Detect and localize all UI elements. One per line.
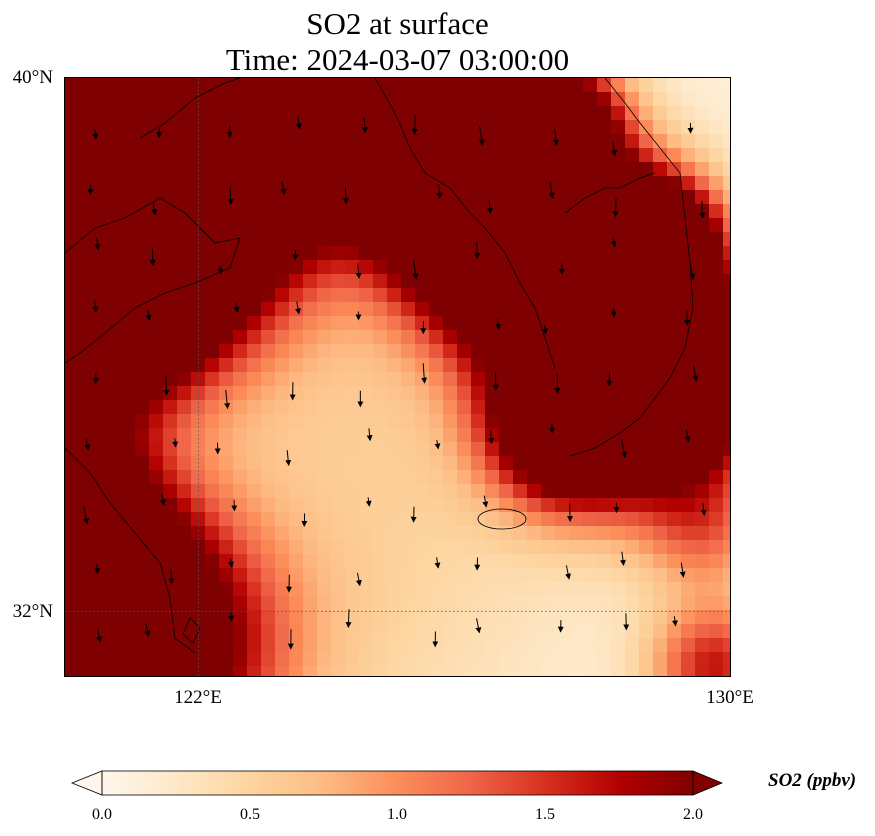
wind-arrow — [700, 503, 707, 516]
wind-arrow — [285, 450, 292, 467]
wind-arrow — [163, 375, 170, 396]
colorbar-tick-3: 1.5 — [535, 806, 555, 823]
coastline-3 — [564, 172, 656, 214]
wind-arrow — [366, 428, 373, 442]
wind-arrow — [168, 569, 175, 585]
wind-arrow — [671, 616, 678, 627]
wind-arrow — [610, 238, 617, 248]
colorbar-extend-min — [70, 770, 103, 796]
wind-arrow — [434, 557, 441, 569]
wind-arrow — [542, 325, 548, 335]
wind-arrow — [96, 628, 103, 643]
coastline-6 — [182, 617, 201, 644]
so2-field — [65, 78, 730, 676]
wind-arrow — [434, 439, 441, 450]
wind-arrow — [217, 265, 224, 275]
wind-arrow — [295, 301, 301, 315]
wind-arrow — [355, 572, 362, 587]
wind-arrow — [92, 300, 99, 313]
colorbar-tick-1: 0.5 — [240, 806, 260, 823]
wind-arrow — [227, 187, 234, 206]
wind-arrow — [160, 493, 167, 506]
colorbar-tick-0: 0.0 — [92, 806, 112, 823]
wind-arrow — [475, 618, 482, 634]
wind-arrow — [699, 200, 706, 219]
wind-arrow — [692, 365, 699, 382]
wind-arrow — [566, 503, 573, 523]
wind-arrow — [436, 184, 443, 199]
wind-vectors — [83, 114, 707, 650]
wind-arrow — [361, 117, 368, 134]
wind-arrow — [172, 438, 179, 448]
colorbar — [70, 770, 724, 796]
wind-arrow — [553, 129, 559, 146]
wind-arrow — [486, 200, 493, 215]
wind-arrow — [83, 506, 90, 525]
colorbar-tick-4: 2.0 — [683, 806, 703, 823]
so2-map-canvas — [65, 78, 730, 676]
wind-arrow — [421, 363, 428, 384]
wind-arrow — [345, 609, 352, 629]
wind-arrow — [482, 495, 489, 508]
wind-arrow — [92, 129, 99, 140]
lat-tick-32: 32°N — [12, 601, 53, 622]
coastline-1 — [139, 78, 241, 139]
wind-arrow — [619, 551, 626, 566]
jeju-island-outline — [477, 508, 527, 530]
wind-arrow — [295, 115, 302, 130]
coastline-2 — [374, 78, 556, 369]
wind-arrow — [365, 497, 372, 507]
wind-arrow — [606, 372, 613, 387]
lat-tick-40: 40°N — [12, 67, 53, 88]
wind-arrow — [151, 201, 158, 216]
map-title: SO2 at surface — [306, 6, 489, 41]
wind-arrow — [280, 181, 287, 196]
wind-arrow — [355, 263, 362, 279]
wind-arrow — [227, 558, 234, 568]
colorbar-gradient — [102, 771, 693, 795]
colorbar-label: SO2 (ppbv) — [768, 770, 857, 791]
map-subtitle-time: Time: 2024-03-07 03:00:00 — [225, 42, 570, 77]
coastline-0 — [65, 197, 241, 364]
wind-arrow — [84, 438, 91, 451]
colorbar-tick-2: 1.0 — [387, 806, 407, 823]
wind-arrow — [231, 499, 238, 512]
wind-arrow — [689, 261, 696, 280]
wind-arrow — [612, 197, 619, 218]
wind-arrow — [620, 439, 627, 459]
wind-arrow — [145, 309, 152, 322]
wind-arrow — [565, 565, 572, 580]
coastline-4 — [569, 78, 694, 457]
wind-arrow — [495, 318, 502, 331]
wind-arrow — [233, 302, 240, 314]
wind-arrow — [474, 241, 481, 260]
wind-arrow — [228, 611, 235, 622]
wind-arrow — [94, 237, 101, 251]
coastline-5 — [65, 447, 196, 654]
wind-arrow — [94, 563, 101, 575]
colorbar-outline — [101, 770, 694, 796]
wind-arrow — [548, 182, 555, 199]
lon-tick-122: 122°E — [174, 687, 222, 708]
lon-tick-130: 130°E — [706, 687, 754, 708]
wind-arrow — [679, 562, 686, 578]
wind-arrow — [478, 126, 485, 146]
wind-arrow — [684, 429, 691, 443]
wind-arrow — [342, 187, 349, 205]
colorbar-extend-max — [692, 770, 724, 796]
wind-arrow — [411, 114, 418, 135]
wind-arrow — [144, 623, 151, 637]
wind-arrow — [412, 260, 419, 280]
wind-arrow — [611, 142, 618, 157]
wind-arrow — [488, 430, 495, 445]
map-panel[interactable] — [64, 77, 731, 677]
wind-arrow — [224, 389, 231, 410]
